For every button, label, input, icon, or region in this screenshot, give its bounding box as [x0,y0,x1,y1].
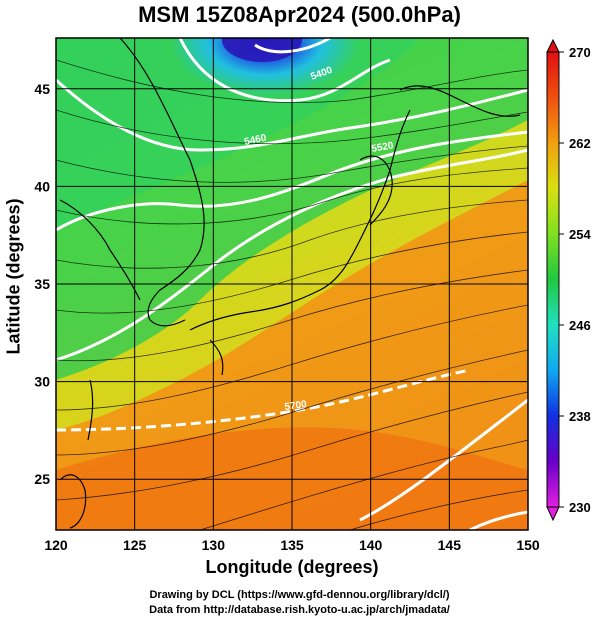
colorbar-tick-label: 246 [569,318,591,333]
x-tick-label: 125 [123,537,147,553]
colorbar-tick-label: 254 [569,227,591,242]
lat-lon-grid [56,38,528,530]
wind-streamlines [56,59,528,530]
colorbar-tick-label: 270 [569,45,591,60]
credit-drawing: Drawing by DCL (https://www.gfd-dennou.o… [149,589,450,601]
chart-title: MSM 15Z08Apr2024 (500.0hPa) [138,2,461,27]
x-tick-label: 140 [359,537,383,553]
y-axis: 25 30 35 40 45 [34,81,50,487]
y-tick-label: 40 [34,178,50,194]
x-tick-label: 145 [438,537,462,553]
x-tick-label: 135 [280,537,304,553]
colorbar: 230 238 246 254 262 270 [546,38,591,522]
y-tick-label: 30 [34,374,50,390]
x-axis: 120 125 130 135 140 145 150 [44,537,540,553]
y-tick-label: 45 [34,81,50,97]
y-tick-label: 25 [34,471,50,487]
contour-label: 5520 [371,140,395,155]
contour-label: 5460 [243,132,267,147]
credit-data: Data from http://database.rish.kyoto-u.a… [149,604,450,616]
x-tick-label: 150 [516,537,540,553]
x-axis-label: Longitude (degrees) [205,557,379,577]
coastlines [59,38,521,529]
contour-label: 5700 [284,399,308,413]
y-axis-label: Latitude (degrees) [3,198,24,355]
colorbar-tick-label: 230 [569,500,591,515]
x-tick-label: 130 [202,537,226,553]
plot-frame [55,37,529,531]
colorbar-tick-label: 238 [569,409,591,424]
x-tick-label: 120 [44,537,68,553]
colorbar-tick-label: 262 [569,136,591,151]
y-tick-label: 35 [34,276,50,292]
